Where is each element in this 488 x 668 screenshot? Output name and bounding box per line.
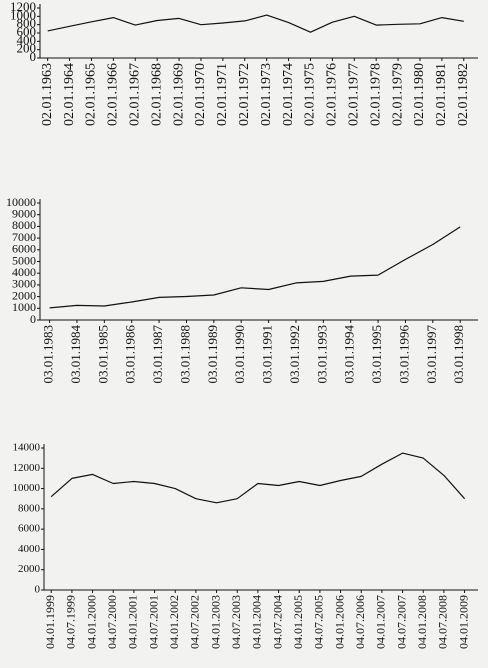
x-tick-label: 03.01.1987 [150, 325, 165, 384]
x-tick-label: 02.01.1973 [259, 63, 274, 126]
x-tick-label: 04.01.2000 [84, 595, 98, 649]
y-tick-label: 600 [17, 24, 37, 39]
y-tick-label: 2000 [18, 563, 41, 575]
x-tick-label: 04.07.2007 [394, 595, 408, 649]
x-tick-label: 03.01.1986 [123, 325, 138, 384]
x-tick-label: 02.01.1968 [149, 63, 164, 126]
x-tick-label: 04.01.1999 [43, 595, 57, 649]
y-tick-label: 1000 [10, 7, 36, 22]
y-tick-label: 0 [35, 584, 41, 596]
y-tick-label: 12000 [13, 462, 41, 474]
x-tick-label: 02.01.1965 [84, 63, 99, 126]
x-tick-label: 04.07.2003 [229, 595, 243, 649]
x-tick-label: 02.01.1967 [127, 63, 142, 126]
y-tick-label: 400 [17, 32, 37, 47]
x-tick-label: 04.01.2008 [415, 595, 429, 649]
x-tick-label: 04.01.2003 [208, 595, 222, 649]
y-tick-label: 4000 [12, 265, 36, 279]
y-tick-label: 1000 [12, 300, 36, 314]
y-tick-label: 2000 [12, 288, 36, 302]
y-tick-label: 6000 [12, 242, 36, 256]
x-tick-label: 04.01.2001 [126, 595, 140, 649]
x-tick-label: 04.01.2006 [332, 595, 346, 649]
x-tick-label: 04.07.2000 [105, 595, 119, 649]
x-tick-label: 03.01.1991 [260, 325, 275, 384]
x-tick-label: 04.07.2008 [436, 595, 450, 649]
x-tick-label: 02.01.1970 [193, 63, 208, 126]
y-tick-label: 7000 [12, 230, 36, 244]
y-tick-label: 200 [17, 41, 37, 56]
y-tick-label: 14000 [13, 442, 41, 454]
x-tick-label: 02.01.1977 [346, 63, 361, 126]
x-tick-label: 04.07.2002 [188, 595, 202, 649]
x-tick-label: 04.07.1999 [64, 595, 78, 649]
x-tick-label: 04.01.2005 [291, 595, 305, 649]
x-tick-label: 04.07.2004 [270, 595, 284, 649]
x-tick-label: 04.01.2002 [167, 595, 181, 649]
series-line [49, 226, 461, 309]
x-tick-label: 04.07.2001 [146, 595, 160, 649]
y-tick-label: 1200 [10, 0, 36, 14]
y-tick-label: 8000 [12, 218, 36, 232]
x-tick-label: 02.01.1976 [325, 63, 340, 126]
x-tick-label: 02.01.1974 [281, 63, 296, 126]
x-tick-label: 02.01.1978 [368, 63, 383, 126]
x-tick-label: 04.01.2009 [456, 595, 470, 649]
y-tick-label: 8000 [18, 502, 41, 514]
x-tick-label: 03.01.1998 [451, 325, 466, 384]
y-tick-label: 4000 [18, 543, 41, 555]
x-tick-label: 03.01.1983 [41, 325, 56, 384]
x-tick-label: 03.01.1984 [68, 325, 83, 384]
series-line [50, 452, 466, 504]
x-tick-label: 02.01.1964 [62, 63, 77, 126]
x-tick-label: 02.01.1979 [390, 63, 405, 126]
x-tick-label: 02.01.1980 [412, 63, 427, 126]
x-tick-label: 03.01.1985 [95, 325, 110, 384]
x-tick-label: 04.01.2004 [250, 595, 264, 649]
x-tick-label: 02.01.1971 [215, 63, 230, 126]
y-tick-label: 9000 [12, 206, 36, 220]
x-tick-label: 03.01.1997 [424, 325, 439, 384]
y-tick-label: 0 [30, 312, 36, 326]
x-tick-label: 02.01.1969 [171, 63, 186, 126]
y-tick-label: 800 [17, 16, 37, 31]
x-tick-label: 04.07.2006 [353, 595, 367, 649]
y-tick-label: 0 [30, 49, 37, 64]
x-tick-label: 03.01.1996 [396, 325, 411, 384]
y-tick-label: 10000 [13, 482, 41, 494]
y-tick-label: 5000 [12, 253, 36, 267]
series-line [47, 14, 464, 33]
x-tick-label: 03.01.1995 [369, 325, 384, 384]
y-tick-label: 6000 [18, 523, 41, 535]
x-tick-label: 03.01.1992 [287, 325, 302, 384]
x-tick-label: 04.01.2007 [374, 595, 388, 649]
x-tick-label: 03.01.1994 [342, 325, 357, 384]
x-tick-label: 02.01.1981 [434, 63, 449, 126]
x-tick-label: 02.01.1966 [106, 63, 121, 126]
x-tick-label: 02.01.1975 [303, 63, 318, 126]
x-tick-label: 02.01.1972 [237, 63, 252, 126]
x-tick-label: 03.01.1990 [232, 325, 247, 384]
x-tick-label: 03.01.1988 [177, 325, 192, 384]
x-tick-label: 04.07.2005 [312, 595, 326, 649]
y-tick-label: 10000 [6, 195, 36, 209]
x-tick-label: 02.01.1982 [456, 63, 471, 126]
x-tick-label: 03.01.1989 [205, 325, 220, 384]
x-tick-label: 02.01.1963 [40, 63, 55, 126]
x-tick-label: 03.01.1993 [314, 325, 329, 384]
y-tick-label: 3000 [12, 277, 36, 291]
